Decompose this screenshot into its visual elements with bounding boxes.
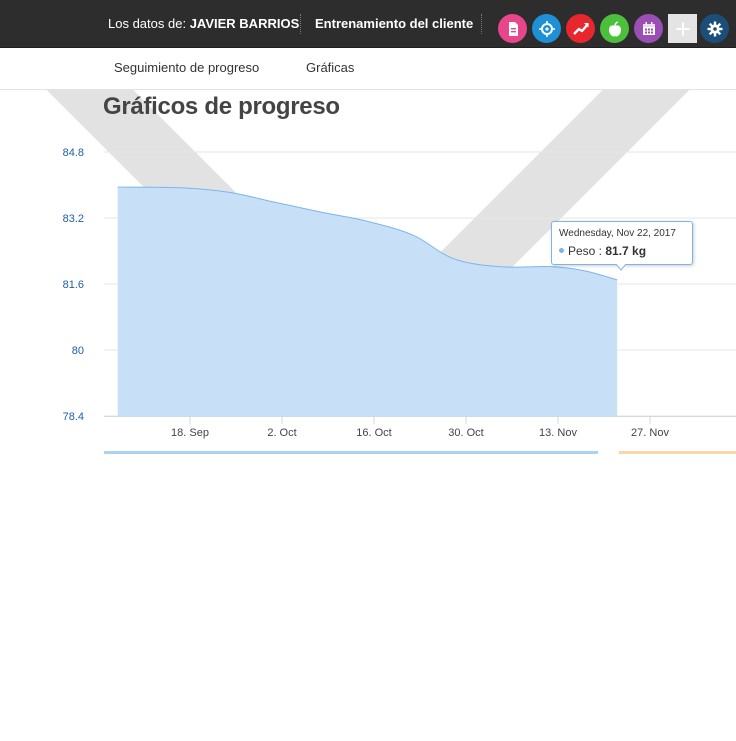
client-prefix: Los datos de: <box>108 16 186 31</box>
y-tick-label: 83.2 <box>63 213 84 225</box>
client-training-link[interactable]: Entrenamiento del cliente <box>315 0 473 47</box>
x-tick-label: 16. Oct <box>356 427 391 439</box>
tooltip-label: Peso : <box>568 244 605 258</box>
calendar-icon[interactable] <box>634 14 663 43</box>
y-tick-label: 84.8 <box>63 147 84 159</box>
x-tick-label: 13. Nov <box>539 427 577 439</box>
client-name: JAVIER BARRIOS <box>190 16 300 31</box>
progress-chart: 84.8 83.2 81.6 80 78.4 18. Sep 2. Oct 16. Oct 3… <box>0 130 736 450</box>
apple-icon[interactable] <box>600 14 629 43</box>
x-tick-label: 30. Oct <box>448 427 483 439</box>
tooltip-arrow <box>616 264 626 274</box>
y-axis: 84.8 83.2 81.6 80 78.4 <box>63 147 84 423</box>
sub-navigation: Seguimiento de progreso Gráficas <box>0 48 736 90</box>
document-icon[interactable] <box>498 14 527 43</box>
tooltip-value: 81.7 kg <box>605 244 646 258</box>
series-dot <box>559 248 564 253</box>
divider <box>481 14 482 34</box>
gear-icon[interactable] <box>700 14 729 43</box>
client-info: Los datos de: JAVIER BARRIOS <box>108 0 299 47</box>
top-bar: Los datos de: JAVIER BARRIOS Entrenamien… <box>0 0 736 48</box>
y-tick-label: 80 <box>72 345 84 357</box>
x-tick-label: 18. Sep <box>171 427 209 439</box>
x-tick-label: 2. Oct <box>267 427 296 439</box>
page-title: Gráficos de progreso <box>103 93 340 121</box>
tooltip-date: Wednesday, Nov 22, 2017 <box>559 228 692 240</box>
chart-tooltip: Wednesday, Nov 22, 2017 Peso : 81.7 kg <box>551 221 693 265</box>
tab-seguimiento-de-progreso[interactable]: Seguimiento de progreso <box>114 48 259 89</box>
y-tick-label: 81.6 <box>63 279 84 291</box>
tab-graficas[interactable]: Gráficas <box>306 48 354 89</box>
target-icon[interactable] <box>532 14 561 43</box>
plus-icon[interactable] <box>668 14 697 43</box>
divider <box>300 14 301 34</box>
x-tick-label: 27. Nov <box>631 427 669 439</box>
x-axis: 18. Sep 2. Oct 16. Oct 30. Oct 13. Nov 27. No… <box>104 416 736 439</box>
y-tick-label: 78.4 <box>63 411 84 423</box>
chart-plot-area <box>118 187 617 416</box>
tooltip-row: Peso : 81.7 kg <box>559 244 692 258</box>
trend-up-icon[interactable] <box>566 14 595 43</box>
